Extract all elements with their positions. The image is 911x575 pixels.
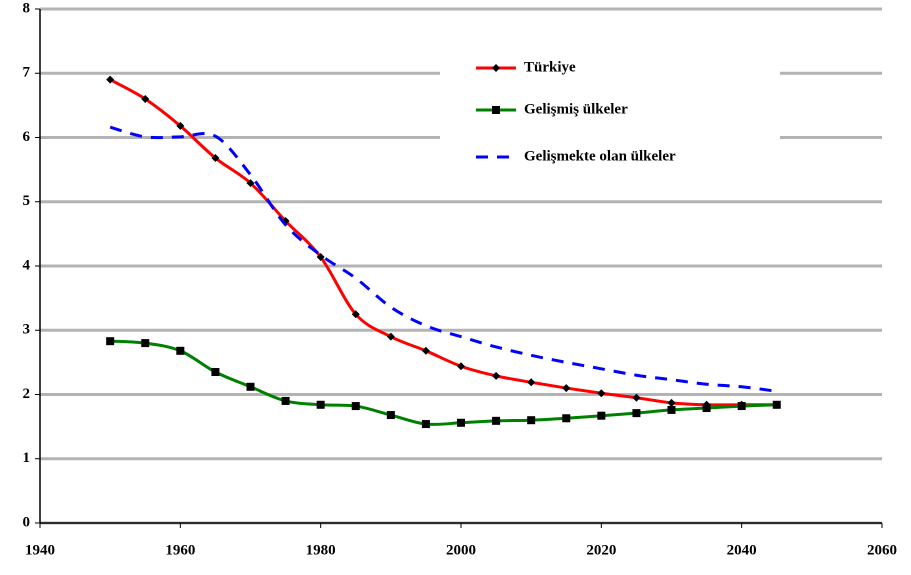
marker xyxy=(351,310,360,319)
marker xyxy=(597,411,606,420)
marker xyxy=(562,414,571,423)
marker xyxy=(562,384,571,393)
x-tick-label: 1980 xyxy=(306,542,336,558)
y-tick-label: 8 xyxy=(23,0,31,16)
marker xyxy=(316,400,325,409)
marker xyxy=(667,398,676,407)
marker xyxy=(386,411,395,420)
series-line xyxy=(110,339,777,426)
y-tick-label: 6 xyxy=(23,129,31,145)
marker xyxy=(176,346,185,355)
marker xyxy=(492,371,501,380)
y-tick-label: 2 xyxy=(23,386,31,402)
legend-label: Gelişmekte olan ülkeler xyxy=(524,148,676,164)
y-tick-label: 3 xyxy=(23,322,31,338)
y-tick-label: 1 xyxy=(23,450,31,466)
y-tick-label: 0 xyxy=(23,514,31,530)
series-line xyxy=(109,78,777,407)
marker xyxy=(632,409,641,418)
marker xyxy=(141,94,150,103)
marker xyxy=(106,75,115,84)
legend-label: Gelişmiş ülkeler xyxy=(524,101,628,117)
legend-marker xyxy=(492,64,500,72)
marker xyxy=(421,420,430,429)
marker xyxy=(421,346,430,355)
marker xyxy=(737,402,746,411)
x-tick-label: 2040 xyxy=(727,542,757,558)
x-tick-label: 2000 xyxy=(446,542,476,558)
marker xyxy=(351,402,360,411)
marker xyxy=(386,332,395,341)
x-tick-label: 2060 xyxy=(867,542,897,558)
marker xyxy=(597,389,606,398)
marker xyxy=(772,400,781,409)
marker xyxy=(176,121,185,130)
marker xyxy=(527,378,536,387)
x-tick-label: 2020 xyxy=(586,542,616,558)
marker xyxy=(316,253,325,262)
y-tick-label: 5 xyxy=(23,193,31,209)
marker xyxy=(141,339,150,348)
marker xyxy=(281,396,290,405)
marker xyxy=(457,418,465,427)
legend-label: Türkiye xyxy=(524,59,576,75)
x-tick-label: 1940 xyxy=(25,542,55,558)
marker xyxy=(632,393,641,402)
y-tick-label: 4 xyxy=(23,257,31,273)
series-line xyxy=(109,125,777,393)
marker xyxy=(246,179,255,188)
marker xyxy=(106,337,115,346)
marker xyxy=(457,362,465,371)
marker xyxy=(492,416,501,425)
marker xyxy=(246,382,255,391)
marker xyxy=(667,405,676,414)
legend-marker xyxy=(492,106,500,114)
marker xyxy=(527,416,536,425)
marker xyxy=(702,403,711,412)
y-tick-label: 7 xyxy=(23,65,31,81)
marker xyxy=(211,154,220,163)
marker xyxy=(211,368,220,377)
x-tick-label: 1960 xyxy=(165,542,195,558)
